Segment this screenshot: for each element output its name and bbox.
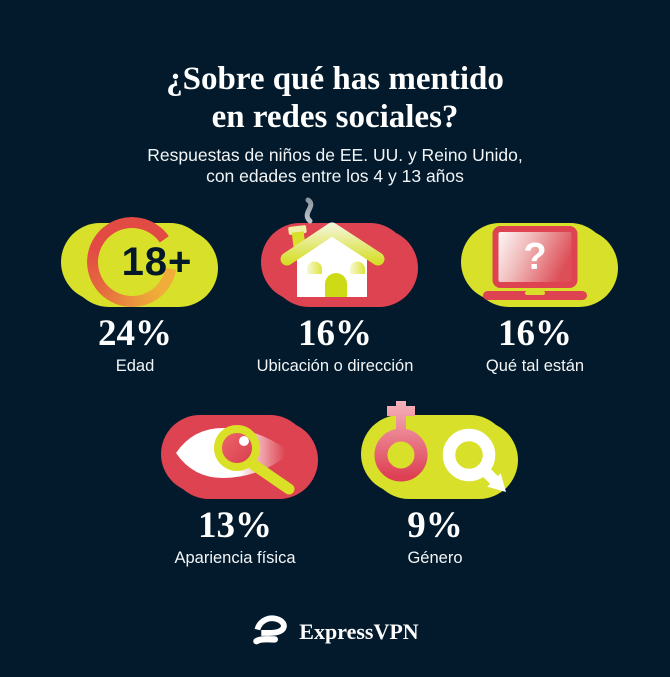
eye-magnifier-icon xyxy=(161,415,318,499)
stat-label: Edad xyxy=(115,357,155,375)
gender-icon-svg xyxy=(374,401,506,492)
title-line-2: en redes sociales? xyxy=(211,99,459,135)
house-icon xyxy=(261,197,418,307)
stat-label: Qué tal están xyxy=(485,357,585,375)
stats-row-1: 18+ 24% Edad xyxy=(0,197,670,375)
page-title: ¿Sobre qué has mentido en redes sociales… xyxy=(0,60,670,136)
stat-apariencia: 13% Apariencia física xyxy=(135,415,335,567)
eye-icon-svg xyxy=(176,425,295,495)
stat-ubicacion: 16% Ubicación o dirección xyxy=(235,197,435,375)
stat-que-tal-estan: ? 16% Qué tal están xyxy=(435,223,635,375)
stat-label: Apariencia física xyxy=(174,549,296,567)
page-subtitle: Respuestas de niños de EE. UU. y Reino U… xyxy=(0,145,670,187)
age-ring-gradient xyxy=(87,217,177,307)
brand-name: ExpressVPN xyxy=(299,618,419,644)
house-icon-svg xyxy=(280,197,385,297)
18-plus-icon: 18+ xyxy=(61,217,218,307)
stat-edad: 18+ 24% Edad xyxy=(35,217,235,375)
stat-label: Género xyxy=(407,549,463,567)
stat-value: 24% xyxy=(98,313,172,354)
stat-label: Ubicación o dirección xyxy=(256,357,414,375)
expressvpn-logo-icon xyxy=(253,615,288,645)
stat-genero: 9% Género xyxy=(335,401,535,567)
stat-value: 16% xyxy=(298,313,372,354)
stat-value: 16% xyxy=(498,313,572,354)
stat-value: 13% xyxy=(198,505,272,546)
footer-brand: ExpressVPN xyxy=(0,615,670,648)
question-mark-text: ? xyxy=(523,236,546,278)
age-badge-text: 18+ xyxy=(121,239,193,284)
subtitle-line-1: Respuestas de niños de EE. UU. y Reino U… xyxy=(147,145,523,165)
laptop-question-icon: ? xyxy=(461,223,618,307)
subtitle-line-2: con edades entre los 4 y 13 años xyxy=(206,166,464,186)
stat-value: 9% xyxy=(407,505,463,546)
title-line-1: ¿Sobre qué has mentido xyxy=(166,61,504,97)
laptop-icon-svg: ? xyxy=(483,226,587,300)
gender-symbols-icon xyxy=(361,401,518,499)
header: ¿Sobre qué has mentido en redes sociales… xyxy=(0,0,670,187)
stats-row-2: 13% Apariencia física xyxy=(0,401,670,567)
